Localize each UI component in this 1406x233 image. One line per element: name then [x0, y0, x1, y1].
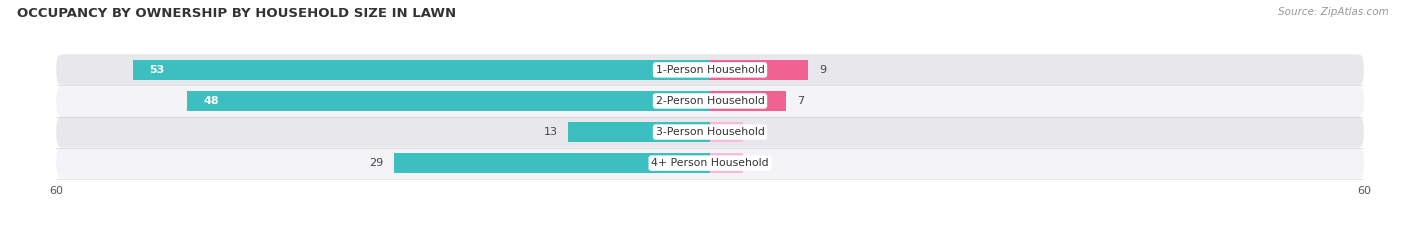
Text: OCCUPANCY BY OWNERSHIP BY HOUSEHOLD SIZE IN LAWN: OCCUPANCY BY OWNERSHIP BY HOUSEHOLD SIZE… [17, 7, 456, 20]
Text: 3: 3 [754, 158, 761, 168]
FancyBboxPatch shape [56, 54, 1364, 86]
Text: 29: 29 [368, 158, 382, 168]
Text: 3: 3 [754, 127, 761, 137]
Bar [132, 60, 710, 79]
Bar [710, 154, 742, 173]
Bar [394, 154, 710, 173]
Text: 4+ Person Household: 4+ Person Household [651, 158, 769, 168]
FancyBboxPatch shape [56, 86, 1364, 116]
Bar [710, 91, 786, 111]
FancyBboxPatch shape [56, 147, 1364, 179]
Bar [187, 91, 710, 111]
Text: 53: 53 [149, 65, 165, 75]
Bar [710, 122, 742, 142]
Text: 9: 9 [818, 65, 827, 75]
Text: 13: 13 [544, 127, 558, 137]
Text: 3-Person Household: 3-Person Household [655, 127, 765, 137]
Text: Source: ZipAtlas.com: Source: ZipAtlas.com [1278, 7, 1389, 17]
Text: 2-Person Household: 2-Person Household [655, 96, 765, 106]
Text: 1-Person Household: 1-Person Household [655, 65, 765, 75]
Bar [710, 60, 808, 79]
Text: 7: 7 [797, 96, 804, 106]
Bar [568, 122, 710, 142]
Text: 48: 48 [204, 96, 219, 106]
FancyBboxPatch shape [56, 116, 1364, 147]
